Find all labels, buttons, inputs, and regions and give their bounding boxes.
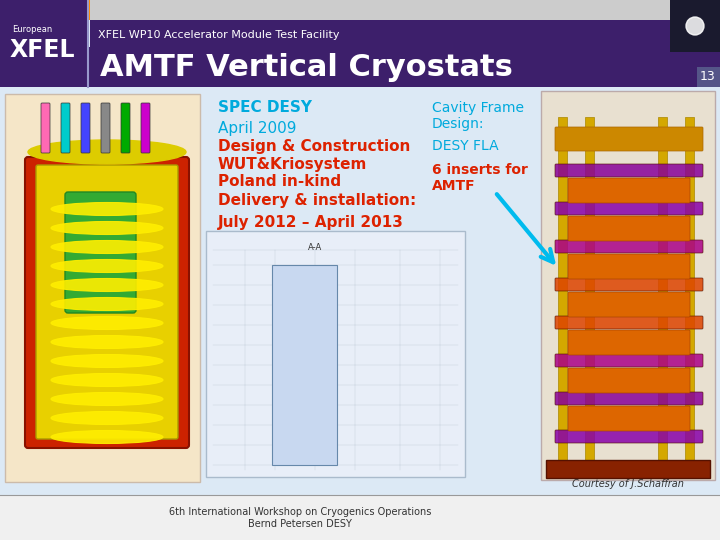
FancyBboxPatch shape bbox=[5, 94, 200, 482]
FancyBboxPatch shape bbox=[555, 354, 703, 367]
FancyBboxPatch shape bbox=[61, 103, 70, 153]
FancyBboxPatch shape bbox=[25, 157, 189, 448]
FancyBboxPatch shape bbox=[0, 47, 720, 495]
FancyBboxPatch shape bbox=[568, 216, 690, 241]
FancyBboxPatch shape bbox=[555, 202, 703, 215]
FancyBboxPatch shape bbox=[18, 0, 36, 20]
FancyBboxPatch shape bbox=[546, 460, 710, 478]
FancyBboxPatch shape bbox=[36, 0, 54, 20]
Text: Design & Construction: Design & Construction bbox=[218, 138, 410, 153]
FancyBboxPatch shape bbox=[555, 127, 703, 151]
Text: DESY FLA: DESY FLA bbox=[432, 139, 499, 153]
FancyBboxPatch shape bbox=[121, 103, 130, 153]
FancyBboxPatch shape bbox=[81, 103, 90, 153]
Text: Design:: Design: bbox=[432, 117, 485, 131]
FancyBboxPatch shape bbox=[555, 278, 703, 291]
Text: European: European bbox=[12, 25, 53, 35]
Ellipse shape bbox=[51, 260, 163, 273]
FancyBboxPatch shape bbox=[0, 0, 18, 20]
Text: AMTF: AMTF bbox=[432, 179, 476, 193]
FancyBboxPatch shape bbox=[555, 240, 703, 253]
Text: Poland in-kind: Poland in-kind bbox=[218, 174, 341, 190]
FancyBboxPatch shape bbox=[558, 117, 567, 462]
FancyBboxPatch shape bbox=[685, 117, 694, 462]
Ellipse shape bbox=[51, 279, 163, 292]
FancyBboxPatch shape bbox=[555, 164, 703, 177]
FancyBboxPatch shape bbox=[41, 103, 50, 153]
Text: SPEC DESY: SPEC DESY bbox=[218, 100, 312, 116]
FancyBboxPatch shape bbox=[555, 392, 703, 405]
Ellipse shape bbox=[51, 316, 163, 329]
Ellipse shape bbox=[51, 202, 163, 215]
Text: Cavity Frame: Cavity Frame bbox=[432, 101, 524, 115]
Ellipse shape bbox=[51, 240, 163, 253]
FancyBboxPatch shape bbox=[206, 231, 465, 477]
FancyBboxPatch shape bbox=[568, 368, 690, 393]
Text: July 2012 – April 2013: July 2012 – April 2013 bbox=[218, 214, 404, 230]
Ellipse shape bbox=[51, 335, 163, 348]
Ellipse shape bbox=[51, 354, 163, 368]
FancyBboxPatch shape bbox=[568, 292, 690, 317]
Text: Delivery & installation:: Delivery & installation: bbox=[218, 192, 416, 207]
FancyBboxPatch shape bbox=[585, 117, 594, 462]
FancyBboxPatch shape bbox=[555, 430, 703, 443]
FancyBboxPatch shape bbox=[90, 20, 670, 50]
FancyArrowPatch shape bbox=[497, 194, 553, 262]
FancyBboxPatch shape bbox=[0, 0, 720, 20]
Ellipse shape bbox=[51, 374, 163, 387]
Ellipse shape bbox=[51, 221, 163, 234]
FancyBboxPatch shape bbox=[670, 0, 720, 52]
Text: Courtesy of J.Schaffran: Courtesy of J.Schaffran bbox=[572, 479, 684, 489]
FancyBboxPatch shape bbox=[541, 91, 715, 480]
Text: AMTF Vertical Cryostats: AMTF Vertical Cryostats bbox=[100, 52, 513, 82]
Text: WUT&Kriosystem: WUT&Kriosystem bbox=[218, 157, 367, 172]
FancyBboxPatch shape bbox=[0, 47, 720, 87]
FancyBboxPatch shape bbox=[555, 316, 703, 329]
Circle shape bbox=[686, 17, 704, 35]
Ellipse shape bbox=[51, 298, 163, 310]
Text: A-A: A-A bbox=[308, 242, 322, 252]
Text: XFEL WP10 Accelerator Module Test Facility: XFEL WP10 Accelerator Module Test Facili… bbox=[98, 30, 340, 40]
FancyBboxPatch shape bbox=[0, 0, 88, 87]
FancyBboxPatch shape bbox=[568, 330, 690, 355]
FancyBboxPatch shape bbox=[697, 67, 720, 87]
Ellipse shape bbox=[51, 393, 163, 406]
Text: 6th International Workshop on Cryogenics Operations
Bernd Petersen DESY: 6th International Workshop on Cryogenics… bbox=[168, 507, 431, 529]
FancyBboxPatch shape bbox=[141, 103, 150, 153]
FancyBboxPatch shape bbox=[36, 165, 178, 439]
FancyBboxPatch shape bbox=[568, 178, 690, 203]
FancyBboxPatch shape bbox=[568, 406, 690, 431]
Text: XFEL: XFEL bbox=[10, 38, 76, 62]
Text: April 2009: April 2009 bbox=[218, 120, 297, 136]
Text: 13: 13 bbox=[700, 71, 716, 84]
Ellipse shape bbox=[51, 411, 163, 424]
FancyBboxPatch shape bbox=[65, 192, 136, 313]
FancyBboxPatch shape bbox=[0, 495, 720, 540]
Ellipse shape bbox=[51, 430, 163, 443]
Ellipse shape bbox=[28, 140, 186, 164]
FancyBboxPatch shape bbox=[54, 0, 72, 20]
FancyBboxPatch shape bbox=[568, 254, 690, 279]
FancyBboxPatch shape bbox=[101, 103, 110, 153]
FancyBboxPatch shape bbox=[272, 265, 337, 465]
Text: 6 inserts for: 6 inserts for bbox=[432, 163, 528, 177]
FancyBboxPatch shape bbox=[72, 0, 90, 20]
FancyBboxPatch shape bbox=[658, 117, 667, 462]
